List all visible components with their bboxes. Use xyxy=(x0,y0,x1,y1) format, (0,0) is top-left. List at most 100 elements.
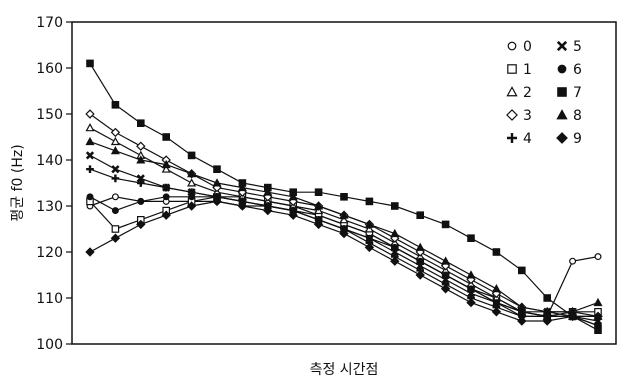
data-point-8 xyxy=(364,219,374,228)
y-axis-ticks: 100 110 120 130 140 150 160 170 xyxy=(36,15,72,353)
data-point-7 xyxy=(365,197,374,206)
x-axis-title: 측정 시간점 xyxy=(310,362,379,378)
data-point-7 xyxy=(441,220,450,229)
data-point-8 xyxy=(542,307,552,316)
series-2 xyxy=(85,123,603,320)
y-tick-label: 170 xyxy=(36,15,63,31)
data-point-2 xyxy=(161,164,171,173)
legend-label-8: 8 xyxy=(573,108,582,124)
data-point-9 xyxy=(313,219,324,230)
legend-item-0: 0 xyxy=(507,39,532,55)
data-point-8 xyxy=(593,297,603,307)
legend-marker-3 xyxy=(506,109,518,121)
data-point-7 xyxy=(543,294,552,302)
data-point-7 xyxy=(111,100,120,109)
data-point-9 xyxy=(415,270,425,280)
data-point-7 xyxy=(162,133,171,141)
data-point-9 xyxy=(466,297,476,308)
legend-label-6: 6 xyxy=(573,62,582,78)
legend: 0 1 2 3 4 5 6 7 8 9 xyxy=(506,39,582,147)
data-point-5 xyxy=(162,183,171,192)
legend-label-2: 2 xyxy=(523,85,532,101)
plot-frame xyxy=(71,21,617,345)
y-tick-label: 160 xyxy=(36,61,63,77)
legend-item-1: 1 xyxy=(507,62,532,78)
data-point-8 xyxy=(314,201,324,210)
data-point-6 xyxy=(365,234,373,242)
data-point-2 xyxy=(85,123,95,132)
data-point-1 xyxy=(111,225,120,233)
data-point-9 xyxy=(542,316,552,326)
data-point-9 xyxy=(288,210,298,220)
data-point-7 xyxy=(213,165,221,174)
data-point-9 xyxy=(136,219,146,230)
legend-label-7: 7 xyxy=(573,85,582,101)
data-point-8 xyxy=(441,256,451,265)
legend-label-0: 0 xyxy=(523,39,532,55)
data-point-3 xyxy=(110,127,121,138)
data-point-6 xyxy=(137,197,145,205)
legend-item-9: 9 xyxy=(556,131,582,147)
series-line-4 xyxy=(89,168,599,327)
legend-marker-8 xyxy=(556,109,568,120)
data-point-9 xyxy=(237,201,248,211)
data-point-7 xyxy=(467,234,475,243)
data-point-7 xyxy=(86,59,94,68)
legend-marker-5 xyxy=(556,40,568,52)
data-point-5 xyxy=(111,165,120,174)
legend-label-5: 5 xyxy=(573,39,582,55)
data-point-5 xyxy=(85,151,95,160)
data-point-8 xyxy=(466,270,476,279)
y-tick-label: 150 xyxy=(36,107,63,123)
data-point-7 xyxy=(187,151,196,160)
y-axis-title: 평균 f0 (Hz) xyxy=(10,144,26,221)
legend-item-8: 8 xyxy=(556,108,582,124)
legend-item-5: 5 xyxy=(556,39,582,55)
data-point-6 xyxy=(416,257,424,265)
data-point-9 xyxy=(161,210,171,220)
series-8 xyxy=(85,136,603,316)
data-point-5 xyxy=(136,174,145,183)
data-point-7 xyxy=(492,248,501,256)
series-9 xyxy=(85,196,603,326)
data-point-9 xyxy=(364,242,375,253)
data-point-6 xyxy=(111,207,119,215)
data-point-9 xyxy=(110,233,121,243)
legend-marker-0 xyxy=(507,41,517,51)
data-point-7 xyxy=(314,188,323,197)
data-point-0 xyxy=(111,193,119,201)
data-point-8 xyxy=(415,242,425,251)
data-point-8 xyxy=(187,169,197,178)
data-point-7 xyxy=(391,202,399,210)
data-point-8 xyxy=(212,178,222,187)
data-point-9 xyxy=(593,311,603,322)
data-point-8 xyxy=(491,284,501,293)
data-point-9 xyxy=(339,228,349,239)
legend-label-1: 1 xyxy=(523,62,532,78)
legend-marker-1 xyxy=(507,64,517,74)
data-point-7 xyxy=(594,326,602,335)
data-point-8 xyxy=(288,192,298,201)
legend-item-7: 7 xyxy=(557,85,582,101)
data-point-6 xyxy=(492,299,500,307)
data-point-8 xyxy=(136,155,146,164)
data-point-3 xyxy=(85,109,95,119)
data-point-9 xyxy=(85,247,95,257)
data-point-9 xyxy=(440,284,451,294)
data-point-0 xyxy=(569,257,577,265)
data-point-2 xyxy=(187,178,197,187)
legend-marker-2 xyxy=(506,86,518,97)
data-point-9 xyxy=(186,201,197,211)
legend-item-3: 3 xyxy=(506,108,532,124)
data-point-7 xyxy=(517,266,526,275)
data-point-6 xyxy=(162,193,170,201)
data-point-6 xyxy=(188,193,196,201)
legend-item-6: 6 xyxy=(557,62,582,78)
legend-marker-4 xyxy=(506,132,518,144)
y-tick-label: 100 xyxy=(36,337,63,353)
data-point-6 xyxy=(86,193,94,201)
data-point-7 xyxy=(416,211,425,220)
data-point-9 xyxy=(491,307,502,317)
y-tick-label: 120 xyxy=(36,245,63,261)
